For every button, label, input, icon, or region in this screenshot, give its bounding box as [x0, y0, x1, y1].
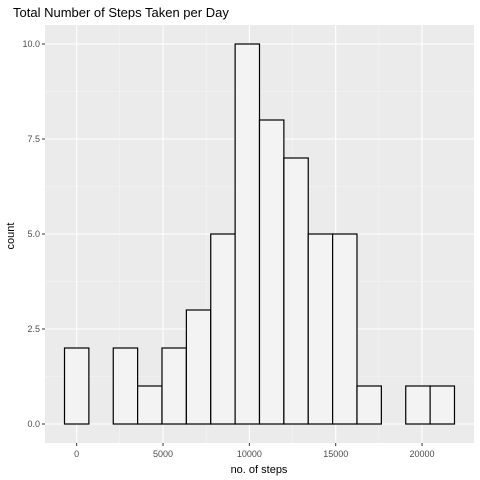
histogram-bar-7: [234, 43, 261, 425]
x-tick-label: 5000: [153, 449, 173, 459]
histogram-bars: [63, 43, 456, 425]
y-axis: 0.0 2.5 5.0 7.5 10.0: [22, 39, 45, 429]
y-tick-label: 5.0: [27, 229, 40, 239]
y-axis-title: count: [5, 223, 17, 250]
histogram-bar-12: [356, 385, 382, 425]
x-tick-label: 10000: [237, 449, 262, 459]
x-axis: 0 5000 10000 15000 20000: [74, 443, 435, 459]
histogram-bar-5: [185, 309, 212, 425]
x-tick-label: 15000: [323, 449, 348, 459]
chart-title: Total Number of Steps Taken per Day: [13, 5, 229, 20]
histogram-bar-8: [258, 119, 285, 425]
histogram-bar-10: [307, 233, 334, 425]
histogram-bar-14: [405, 385, 431, 425]
histogram-bar-9: [283, 157, 309, 425]
histogram-bar-0: [63, 347, 90, 425]
x-axis-title: no. of steps: [231, 464, 288, 476]
histogram-bar-4: [161, 347, 187, 425]
histogram-bar-6: [210, 233, 236, 425]
x-tick-label: 0: [74, 449, 79, 459]
y-tick-label: 10.0: [22, 39, 40, 49]
y-tick-label: 7.5: [27, 134, 40, 144]
y-tick-label: 2.5: [27, 324, 40, 334]
histogram-bar-3: [137, 385, 163, 425]
histogram-bar-2: [112, 347, 139, 425]
histogram-bar-15: [429, 385, 456, 425]
y-tick-label: 0.0: [27, 419, 40, 429]
histogram-bar-11: [332, 233, 358, 425]
x-tick-label: 20000: [410, 449, 435, 459]
